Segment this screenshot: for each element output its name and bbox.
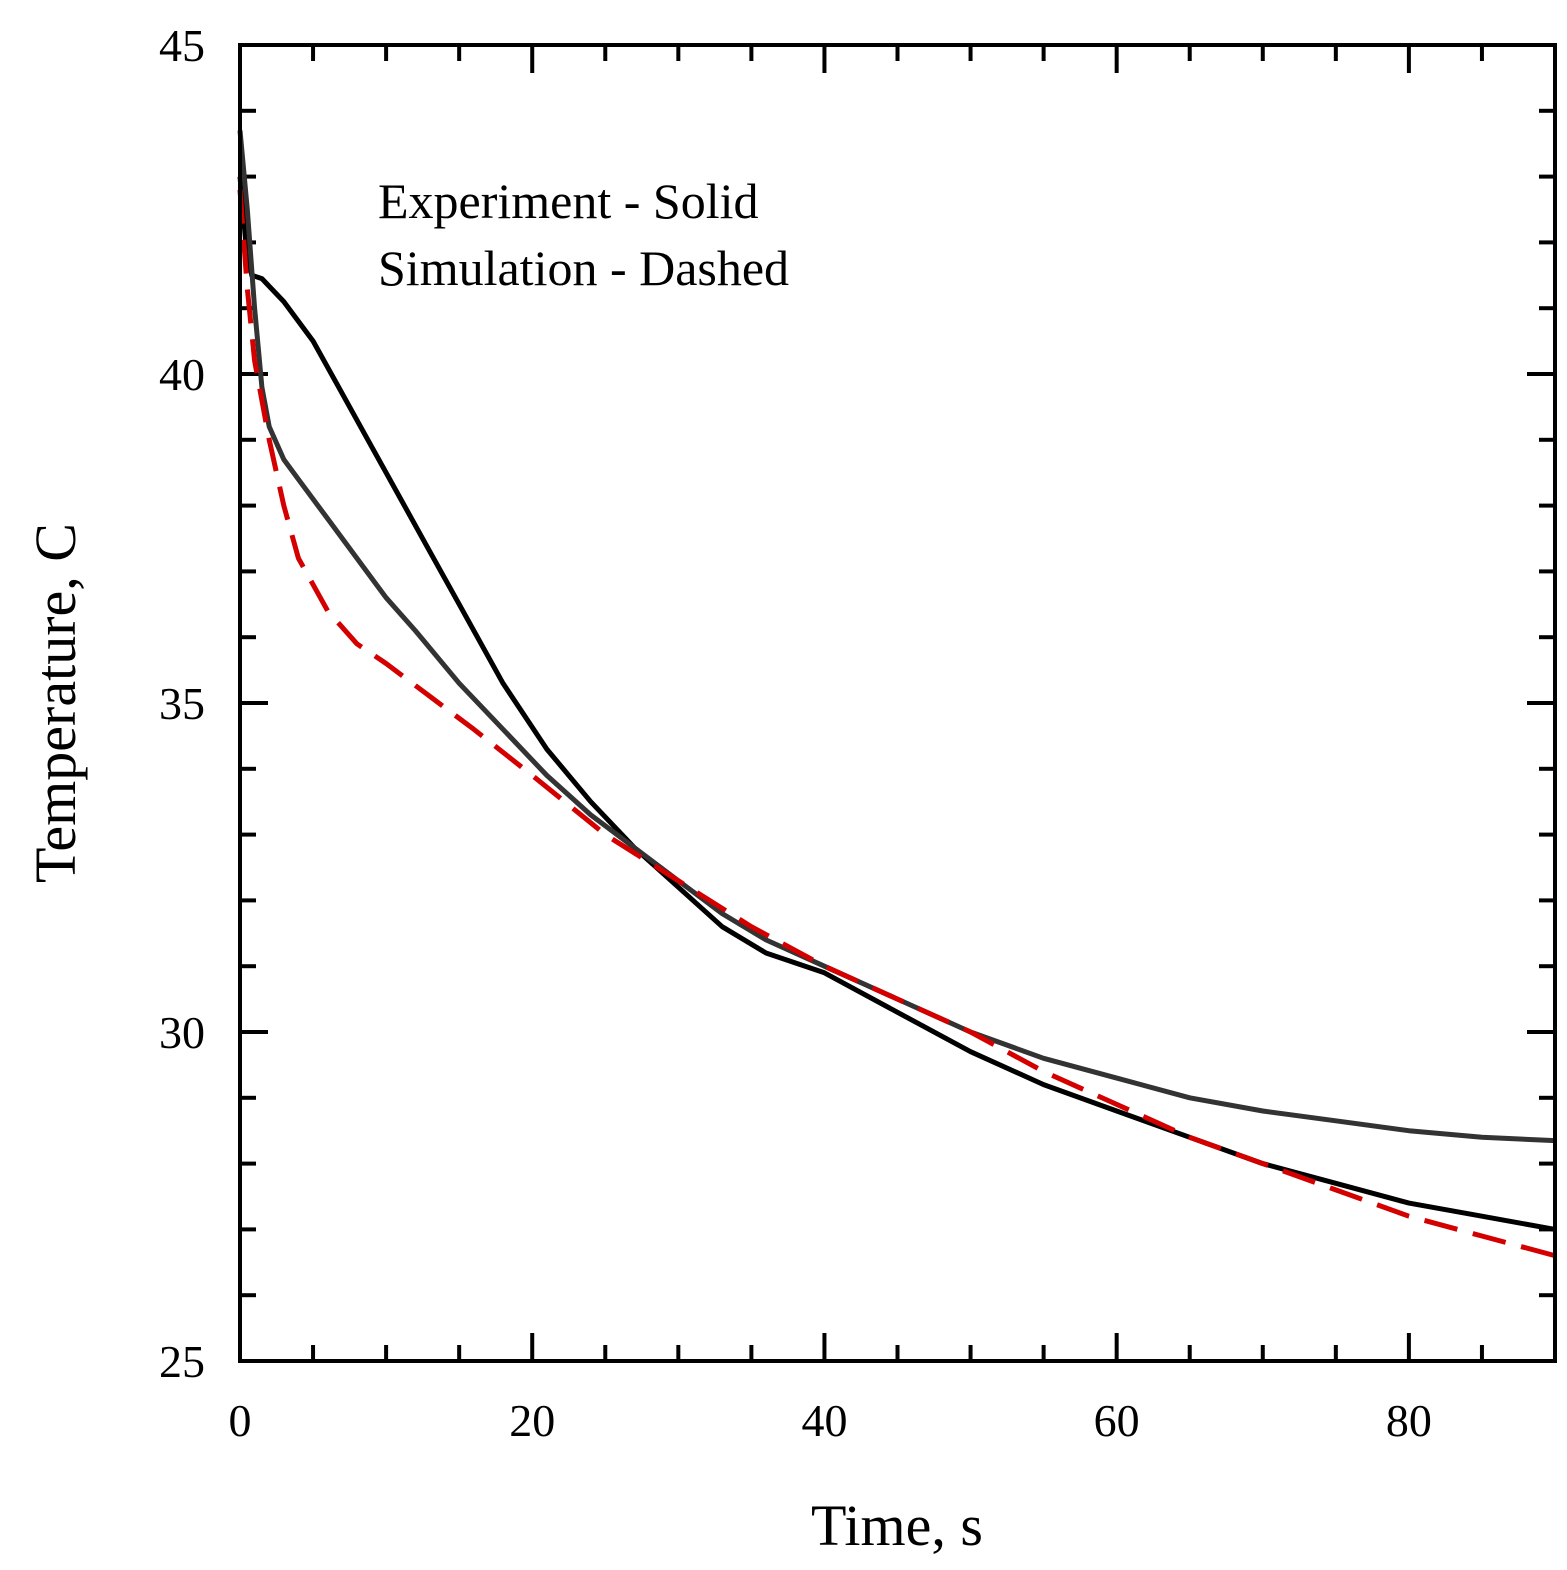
labels-layer: 0 20 40 60 80 25 30 35 40 45: [159, 20, 1432, 1446]
series-line-2: [237, 130, 1556, 1144]
annotation-simulation: Simulation - Dashed: [378, 240, 789, 296]
y-tick-label: 30: [159, 1007, 205, 1058]
x-axis-title: Time, s: [811, 1493, 983, 1558]
x-tick-label: 0: [229, 1395, 252, 1446]
y-tick-label: 45: [159, 20, 205, 71]
y-tick-label: 40: [159, 349, 205, 400]
y-tick-label: 35: [159, 678, 205, 729]
y-tick-label: 25: [159, 1336, 205, 1387]
x-tick-label: 80: [1386, 1395, 1432, 1446]
plot-frame: [238, 43, 1557, 1363]
series-line-3: [237, 189, 1556, 1259]
x-tick-label: 40: [801, 1395, 847, 1446]
x-tick-label: 20: [509, 1395, 555, 1446]
series-layer: [237, 130, 1556, 1259]
y-axis-title: Temperature, C: [23, 523, 88, 883]
annotation-experiment: Experiment - Solid: [378, 173, 759, 229]
x-tick-label: 60: [1094, 1395, 1140, 1446]
